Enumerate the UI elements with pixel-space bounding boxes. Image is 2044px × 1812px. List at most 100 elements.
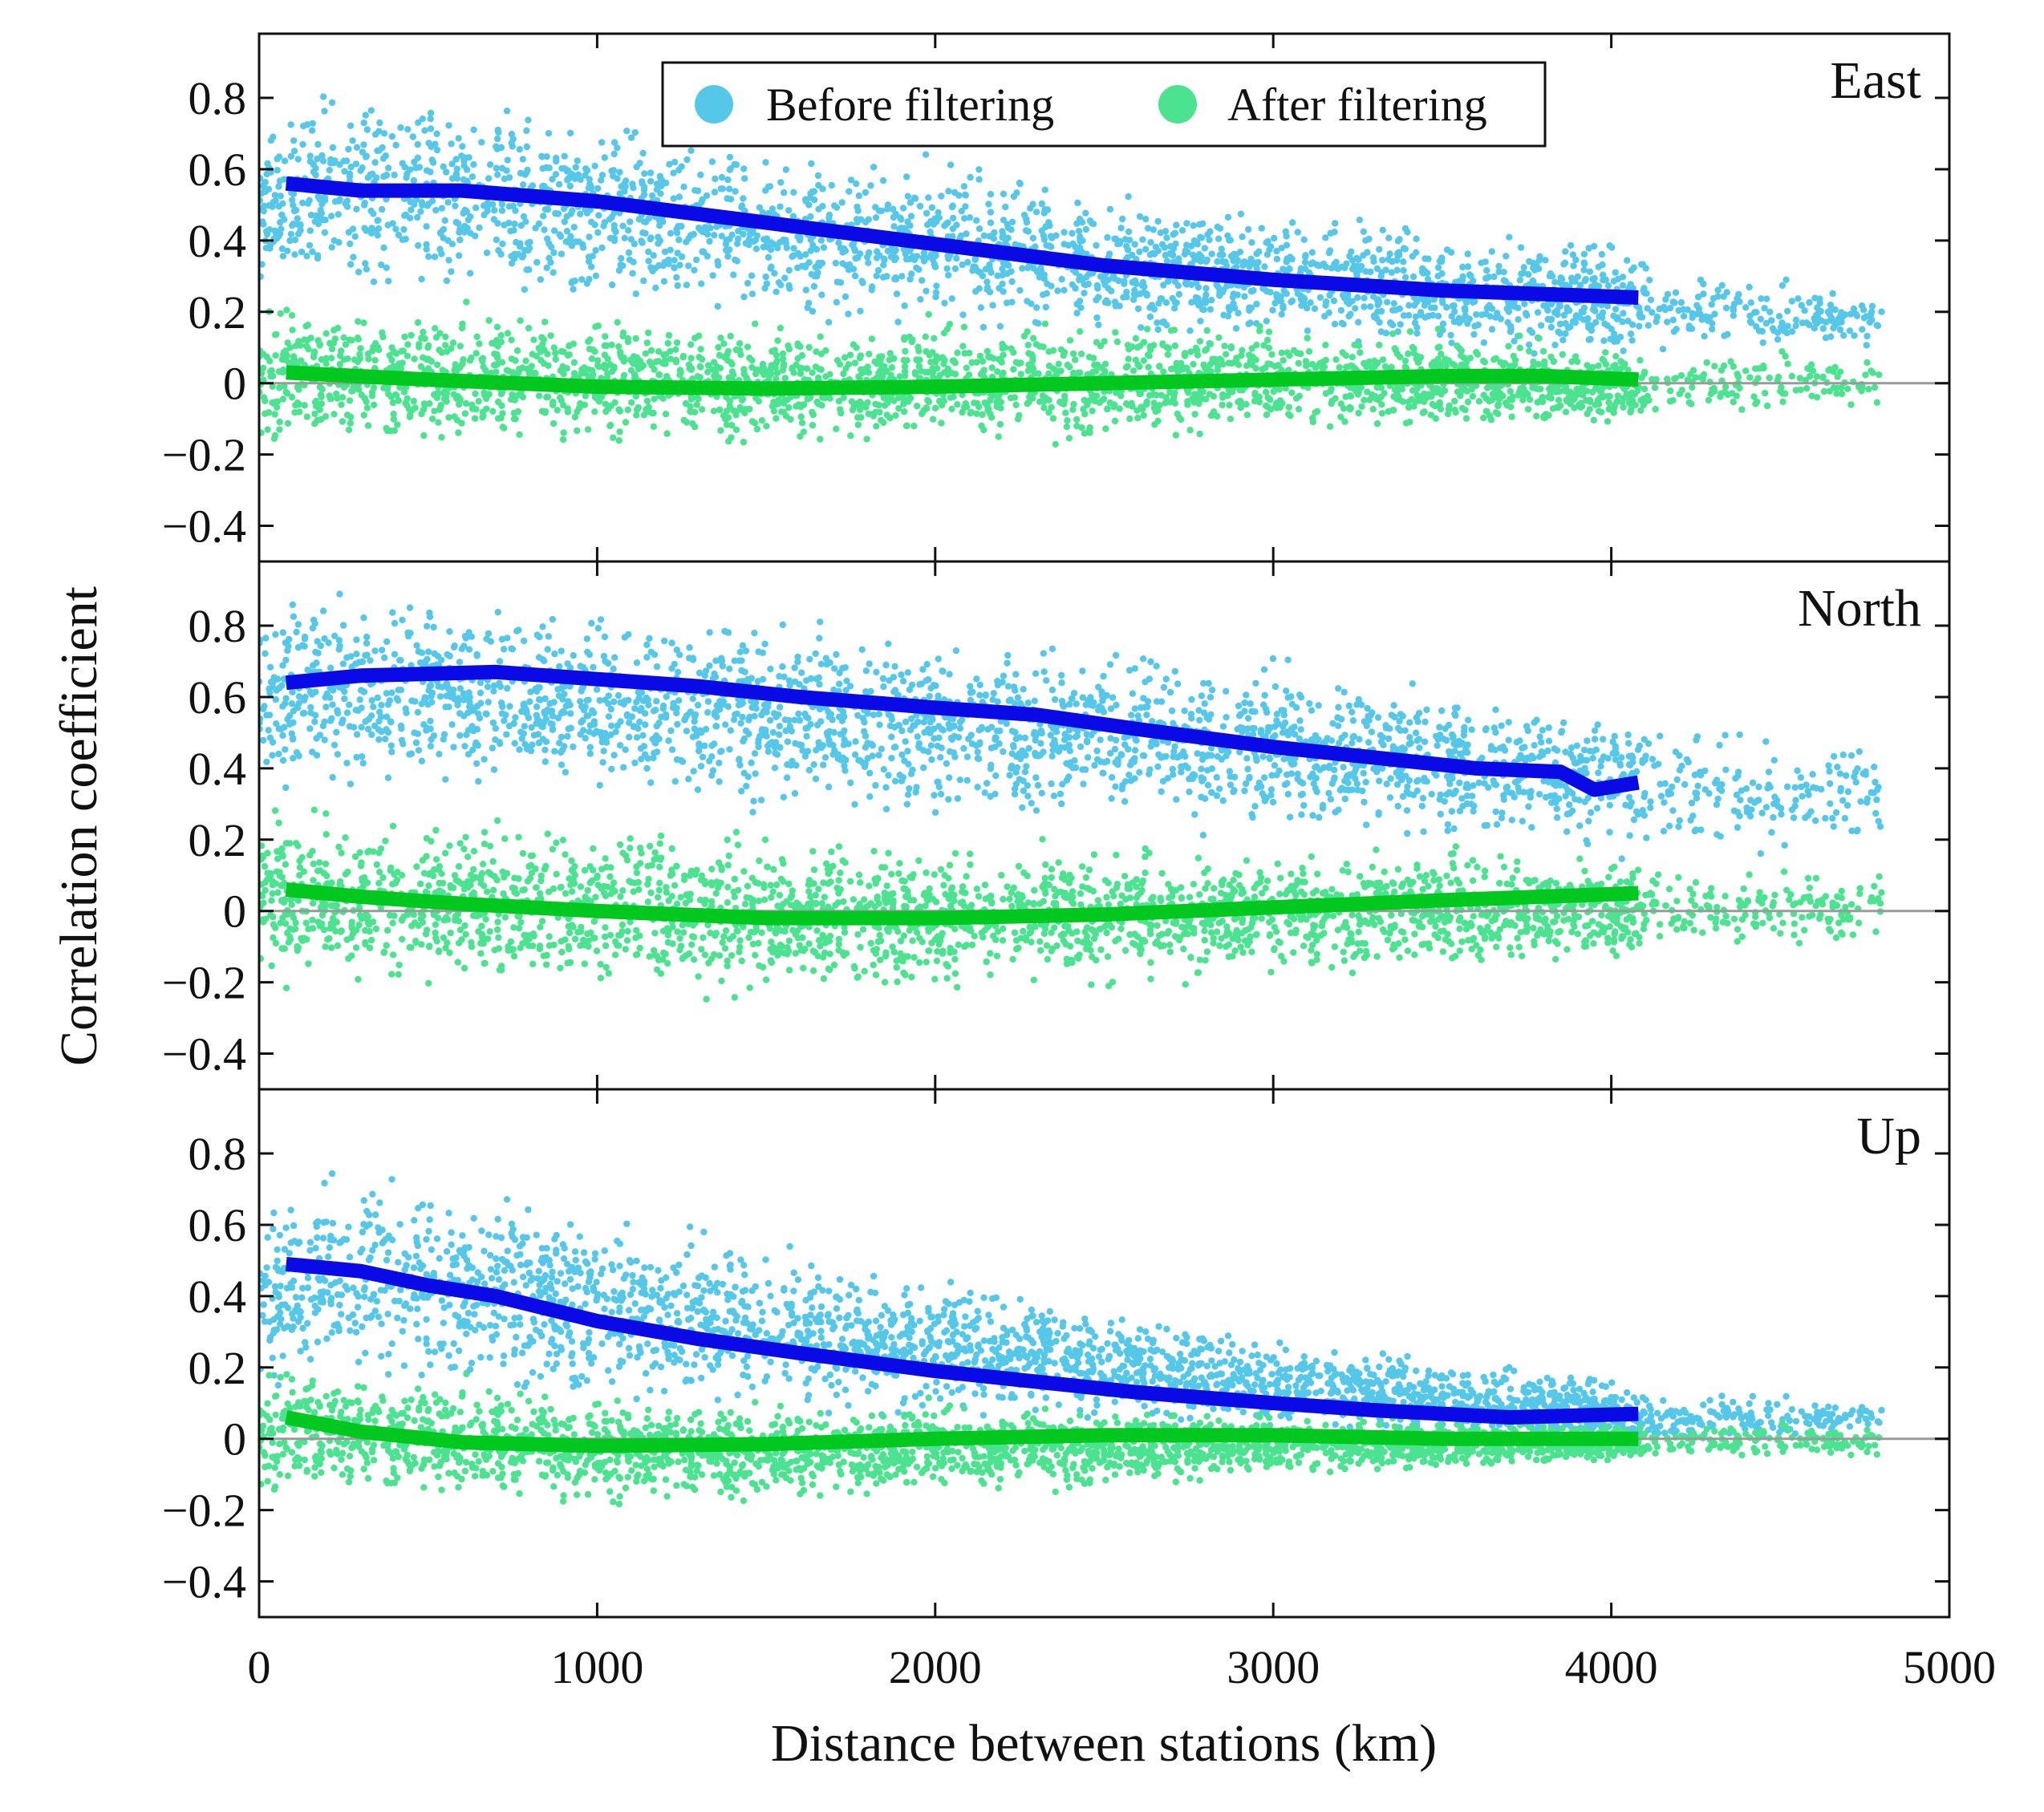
after-point: [1738, 406, 1746, 413]
after-point: [570, 359, 578, 367]
before-point: [935, 209, 942, 217]
before-point: [1709, 326, 1716, 333]
after-point: [1073, 416, 1081, 424]
after-point: [1612, 362, 1619, 369]
before-point: [444, 199, 452, 206]
after-point: [1486, 412, 1494, 420]
before-point: [865, 259, 872, 266]
before-point: [1172, 240, 1179, 248]
after-point: [1612, 353, 1620, 360]
before-point: [591, 162, 598, 170]
after-point: [780, 361, 788, 368]
after-point: [277, 310, 284, 318]
after-point: [1819, 374, 1827, 381]
after-point: [420, 328, 427, 336]
before-point: [621, 234, 628, 241]
before-point: [1425, 255, 1432, 262]
before-point: [927, 228, 934, 236]
after-point: [541, 318, 549, 326]
before-point: [278, 225, 285, 233]
before-point: [493, 236, 501, 244]
before-point: [1842, 311, 1849, 318]
before-point: [619, 222, 627, 229]
before-point: [352, 160, 360, 168]
before-point: [1864, 332, 1871, 340]
before-point: [1551, 278, 1559, 286]
before-point: [1173, 221, 1180, 229]
after-point: [1194, 351, 1202, 359]
before-point: [618, 254, 625, 262]
after-point: [475, 398, 482, 405]
after-point: [726, 397, 733, 404]
after-point: [883, 411, 890, 419]
before-point: [948, 295, 955, 302]
after-point: [913, 403, 921, 410]
before-point: [259, 261, 266, 268]
before-point: [615, 267, 623, 274]
before-point: [752, 245, 760, 253]
before-point: [1373, 314, 1381, 322]
after-point: [1561, 386, 1568, 393]
before-point: [859, 279, 866, 286]
before-point: [368, 225, 375, 232]
before-point: [901, 227, 909, 234]
before-point: [1544, 315, 1551, 323]
before-point: [675, 193, 683, 201]
before-point: [1438, 270, 1446, 278]
before-point: [1144, 225, 1152, 232]
after-point: [988, 364, 996, 371]
before-point: [361, 199, 368, 207]
before-point: [493, 164, 500, 172]
before-point: [872, 204, 879, 211]
before-point: [996, 322, 1004, 330]
before-point: [963, 230, 970, 237]
after-point: [927, 359, 935, 366]
before-point: [1525, 270, 1532, 278]
after-point: [983, 403, 992, 410]
after-point: [925, 310, 932, 318]
before-point: [1247, 304, 1255, 311]
after-point: [609, 367, 616, 375]
before-point: [1250, 286, 1257, 294]
after-point: [1151, 421, 1158, 428]
before-point: [883, 273, 890, 280]
after-point: [571, 413, 579, 421]
before-point: [438, 250, 445, 257]
after-point: [837, 406, 844, 413]
before-point: [1121, 278, 1128, 285]
before-point: [655, 233, 662, 241]
before-point: [1434, 312, 1442, 320]
before-point: [1680, 306, 1687, 313]
after-point: [389, 399, 397, 407]
before-point: [359, 148, 367, 156]
before-point: [1448, 313, 1456, 320]
after-point: [660, 351, 667, 359]
before-point: [423, 241, 430, 248]
after-point: [1170, 326, 1178, 334]
after-point: [1264, 394, 1271, 401]
after-point: [338, 401, 345, 408]
before-point: [1361, 303, 1368, 310]
after-point: [1295, 359, 1303, 367]
after-point: [356, 351, 363, 358]
after-point: [375, 347, 383, 354]
before-point: [1819, 325, 1827, 332]
before-point: [1377, 328, 1385, 335]
after-point: [794, 342, 801, 350]
before-point: [1169, 249, 1176, 257]
before-point: [868, 286, 876, 294]
after-point: [1807, 361, 1815, 368]
after-point: [342, 341, 350, 348]
after-point: [399, 347, 407, 355]
after-point: [1332, 356, 1340, 363]
after-point: [954, 401, 961, 408]
after-point: [1113, 338, 1121, 346]
before-point: [1197, 318, 1204, 325]
after-point: [1530, 363, 1537, 371]
before-point: [1223, 282, 1231, 290]
before-point: [1188, 298, 1195, 306]
after-point: [279, 395, 286, 403]
before-point: [923, 287, 930, 294]
before-point: [1195, 302, 1202, 309]
after-point: [817, 436, 824, 443]
